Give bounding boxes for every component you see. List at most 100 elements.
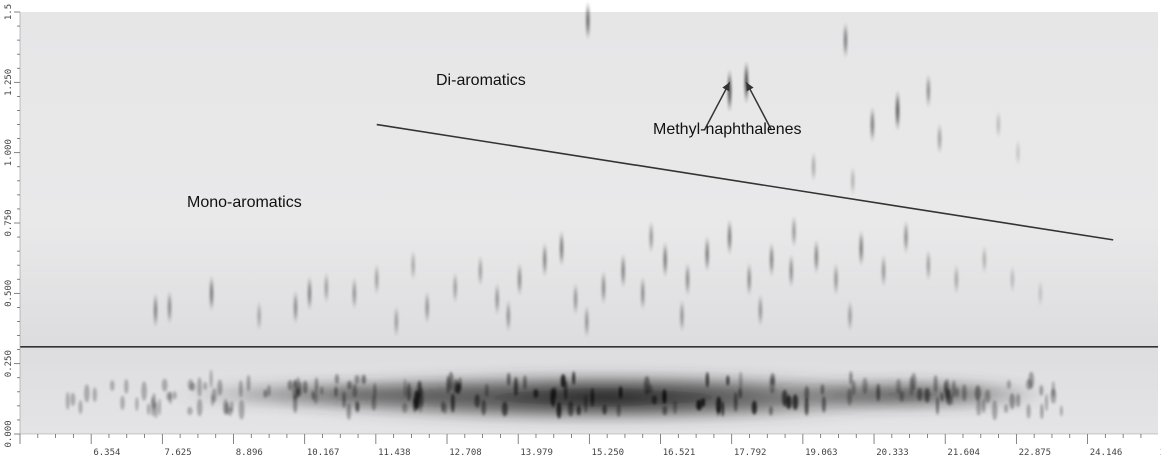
band-peak — [238, 379, 243, 398]
band-peak — [222, 398, 229, 415]
peak-spot — [293, 290, 298, 325]
band-peak — [65, 391, 70, 410]
band-peak — [738, 371, 743, 389]
band-peak — [862, 377, 868, 394]
x-tick-label: 13.979 — [520, 448, 553, 458]
peak-spot — [746, 262, 752, 297]
peak-spot — [847, 300, 853, 332]
band-peak — [738, 387, 742, 399]
peak-spot — [1015, 139, 1021, 167]
peak-spot — [559, 230, 564, 267]
band-peak — [151, 393, 157, 410]
band-peak — [584, 394, 588, 414]
band-peak — [572, 371, 576, 385]
band-peak — [172, 391, 177, 400]
band-peak — [403, 378, 407, 398]
band-peak — [402, 402, 408, 414]
band-peak — [263, 389, 268, 398]
band-peak — [567, 401, 574, 417]
band-peak — [513, 376, 518, 397]
band-peak — [1045, 393, 1049, 412]
peak-spot — [542, 241, 547, 278]
band-peak — [161, 378, 168, 392]
band-peak — [238, 399, 245, 420]
band-peak — [1009, 393, 1016, 410]
annotation-di-aromatics: Di-aromatics — [436, 72, 526, 89]
peak-spot — [870, 106, 875, 143]
band-peak — [187, 406, 193, 416]
band-peak — [951, 380, 956, 398]
x-tick-label: 7.625 — [165, 448, 192, 458]
band-peak — [701, 397, 706, 407]
x-tick-label: 21.604 — [947, 448, 980, 458]
peak-spot — [662, 241, 668, 278]
band-peak — [217, 379, 223, 396]
x-tick-label: 6.354 — [93, 448, 120, 458]
band-peak — [84, 384, 90, 403]
band-peak — [352, 383, 358, 398]
peak-spot — [584, 305, 589, 338]
annotation-arrows — [703, 81, 773, 131]
peak-spot — [1038, 279, 1043, 307]
band-peak — [334, 374, 340, 385]
band-peak — [924, 387, 930, 403]
band-peak — [804, 386, 810, 402]
band-peak — [78, 400, 83, 415]
peak-spot — [727, 218, 732, 256]
separator-lines — [20, 123, 1158, 348]
peak-spot — [954, 264, 959, 295]
y-tick-label: 1.250 — [4, 69, 14, 96]
band-peak — [769, 406, 773, 416]
band-peak — [523, 375, 527, 390]
band-peak — [974, 385, 981, 401]
band-peak — [110, 380, 115, 392]
band-peak — [302, 380, 308, 394]
band-peak — [354, 374, 360, 384]
peak-spot — [850, 166, 855, 196]
peak-spot — [843, 21, 848, 59]
peak-spot — [1010, 265, 1015, 294]
band-peak — [267, 384, 271, 397]
band-peak — [734, 392, 738, 412]
band-peak — [211, 388, 217, 403]
band-peak — [917, 387, 923, 401]
band-peak — [203, 382, 208, 391]
peak-spot — [573, 282, 578, 316]
band-peak — [1006, 379, 1012, 389]
y-tick-label: 0.250 — [4, 350, 14, 377]
x-tick-label: 11.438 — [378, 448, 411, 458]
band-peak — [135, 396, 139, 412]
band-peak — [373, 382, 377, 399]
band-peak — [619, 386, 623, 399]
band-peak — [705, 372, 709, 388]
peak-spot — [769, 241, 774, 278]
band-peak — [501, 401, 508, 417]
band-peak — [230, 400, 234, 413]
peak-spot — [937, 122, 942, 155]
x-tick-label: 22.875 — [1019, 448, 1052, 458]
band-peak — [673, 400, 677, 415]
peak-spot — [903, 220, 909, 255]
peak-spot — [926, 73, 931, 108]
band-peak — [662, 405, 668, 416]
band-peak — [602, 404, 607, 415]
band-peak — [1026, 403, 1031, 419]
band-peak — [209, 369, 213, 388]
band-peak — [196, 398, 203, 417]
peak-spot — [394, 305, 399, 338]
band-peak — [334, 386, 338, 397]
peak-spot — [814, 239, 819, 275]
band-peak — [320, 386, 324, 395]
band-peak — [1051, 381, 1055, 398]
band-peak — [342, 391, 346, 409]
band-peak — [991, 400, 998, 421]
band-peak — [246, 374, 251, 392]
x-tick-label: 16.521 — [663, 448, 696, 458]
band-peak — [899, 390, 904, 402]
x-tick-label: 10.167 — [307, 448, 340, 458]
band-peak — [141, 381, 147, 401]
band-peak — [955, 387, 959, 398]
peak-spot — [167, 290, 172, 325]
peak-spot — [858, 230, 864, 267]
peak-spot — [679, 299, 685, 333]
